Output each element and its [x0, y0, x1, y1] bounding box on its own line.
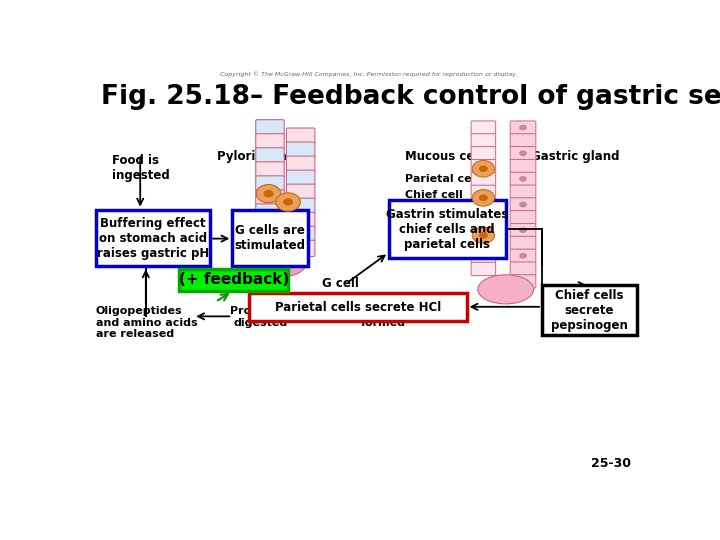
Text: Parietal cell: Parietal cell — [405, 174, 480, 184]
Bar — [233, 211, 307, 266]
FancyBboxPatch shape — [510, 211, 536, 224]
Text: Pyloric gland: Pyloric gland — [217, 150, 304, 163]
FancyBboxPatch shape — [510, 237, 536, 249]
Text: Chief cell: Chief cell — [405, 191, 463, 200]
Circle shape — [519, 125, 527, 131]
FancyBboxPatch shape — [510, 159, 536, 173]
Text: Parietal cells secrete HCl: Parietal cells secrete HCl — [275, 300, 441, 314]
Text: 25-30: 25-30 — [591, 457, 631, 470]
FancyBboxPatch shape — [471, 224, 495, 237]
Text: Fig. 25.18– Feedback control of gastric secretion.: Fig. 25.18– Feedback control of gastric … — [101, 84, 720, 110]
FancyBboxPatch shape — [256, 204, 284, 220]
Circle shape — [276, 193, 300, 211]
FancyBboxPatch shape — [510, 224, 536, 237]
FancyBboxPatch shape — [287, 198, 315, 214]
FancyBboxPatch shape — [256, 190, 284, 206]
Circle shape — [264, 190, 274, 198]
FancyBboxPatch shape — [510, 185, 536, 198]
FancyBboxPatch shape — [471, 121, 495, 134]
FancyBboxPatch shape — [287, 240, 315, 256]
Circle shape — [472, 227, 495, 244]
Circle shape — [519, 253, 527, 259]
Circle shape — [519, 150, 527, 156]
Circle shape — [283, 198, 293, 206]
FancyBboxPatch shape — [510, 134, 536, 147]
FancyBboxPatch shape — [256, 148, 284, 164]
Text: Oligopeptides
and amino acids
are released: Oligopeptides and amino acids are releas… — [96, 306, 197, 339]
Circle shape — [519, 201, 527, 207]
Circle shape — [256, 185, 281, 203]
FancyBboxPatch shape — [471, 185, 495, 199]
FancyBboxPatch shape — [510, 262, 536, 275]
Bar — [96, 211, 210, 266]
FancyBboxPatch shape — [471, 249, 495, 263]
FancyBboxPatch shape — [287, 212, 315, 228]
FancyBboxPatch shape — [471, 198, 495, 211]
Circle shape — [519, 227, 527, 233]
FancyBboxPatch shape — [287, 170, 315, 186]
Circle shape — [519, 279, 527, 285]
FancyBboxPatch shape — [471, 134, 495, 147]
FancyBboxPatch shape — [256, 134, 284, 150]
Circle shape — [479, 165, 488, 172]
Text: G cell: G cell — [322, 277, 359, 290]
Bar — [249, 294, 467, 321]
FancyBboxPatch shape — [287, 226, 315, 242]
FancyBboxPatch shape — [471, 159, 495, 173]
FancyBboxPatch shape — [287, 184, 315, 200]
FancyBboxPatch shape — [471, 172, 495, 186]
Bar — [542, 285, 637, 335]
Text: Food is
ingested: Food is ingested — [112, 154, 170, 182]
Text: Pepsin is
formed: Pepsin is formed — [355, 306, 411, 328]
Ellipse shape — [478, 275, 534, 304]
Circle shape — [472, 190, 495, 206]
FancyBboxPatch shape — [256, 162, 284, 178]
Text: Gastric gland: Gastric gland — [531, 150, 620, 163]
Text: Gastrin stimulates
chief cells and
parietal cells: Gastrin stimulates chief cells and parie… — [386, 207, 508, 251]
Text: Protein is
digested: Protein is digested — [230, 306, 290, 328]
FancyBboxPatch shape — [510, 172, 536, 186]
Text: Mucous cell: Mucous cell — [405, 150, 482, 163]
FancyBboxPatch shape — [256, 232, 284, 248]
Text: Copyright © The McGraw-Hill Companies, Inc. Permission required for reproduction: Copyright © The McGraw-Hill Companies, I… — [220, 71, 518, 77]
FancyBboxPatch shape — [471, 237, 495, 250]
FancyBboxPatch shape — [256, 120, 284, 136]
FancyBboxPatch shape — [510, 275, 536, 288]
FancyBboxPatch shape — [510, 146, 536, 160]
FancyBboxPatch shape — [287, 156, 315, 172]
Text: Buffering effect
on stomach acid
raises gastric pH: Buffering effect on stomach acid raises … — [96, 217, 209, 260]
Ellipse shape — [258, 244, 307, 277]
FancyBboxPatch shape — [256, 218, 284, 234]
Bar — [179, 268, 288, 292]
Circle shape — [472, 160, 495, 177]
FancyBboxPatch shape — [510, 198, 536, 211]
FancyBboxPatch shape — [287, 128, 315, 144]
FancyBboxPatch shape — [287, 142, 315, 158]
Circle shape — [479, 232, 488, 239]
FancyBboxPatch shape — [471, 262, 495, 275]
Text: Chief cells
secrete
pepsinogen: Chief cells secrete pepsinogen — [551, 288, 628, 332]
FancyBboxPatch shape — [256, 176, 284, 192]
Bar — [389, 200, 505, 258]
FancyBboxPatch shape — [471, 211, 495, 224]
Text: (+ feedback): (+ feedback) — [179, 273, 289, 287]
FancyBboxPatch shape — [471, 147, 495, 160]
Circle shape — [479, 194, 488, 201]
Circle shape — [519, 176, 527, 182]
Text: G cells are
stimulated: G cells are stimulated — [235, 225, 305, 252]
FancyBboxPatch shape — [510, 249, 536, 262]
FancyBboxPatch shape — [510, 121, 536, 134]
